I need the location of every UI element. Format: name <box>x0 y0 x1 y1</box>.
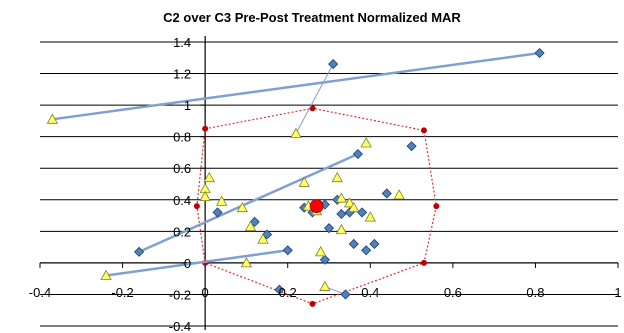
triangle-point <box>343 197 356 208</box>
triangle-point <box>393 189 405 200</box>
diamond-point <box>340 289 351 300</box>
diamond-point <box>336 208 347 220</box>
triangle-point <box>335 192 348 203</box>
triangle-point <box>360 137 372 148</box>
diamond-point <box>262 229 273 240</box>
diamond-point <box>361 245 372 256</box>
diamond-point <box>356 207 368 218</box>
diamond-point <box>249 216 260 227</box>
triangle-point <box>290 127 302 138</box>
data-points <box>46 47 545 300</box>
triangle-point <box>236 201 248 213</box>
hull-vertex <box>420 259 427 266</box>
diamond-point <box>274 284 285 295</box>
x-tick-label: -0.2 <box>111 285 133 300</box>
x-tick-label: -0.4 <box>29 285 51 300</box>
triangle-point <box>331 171 343 183</box>
triangle-point <box>46 113 59 124</box>
hull-vertex <box>420 127 427 134</box>
diamond-point <box>328 59 339 70</box>
centroid-point <box>309 199 324 213</box>
gridlines <box>40 41 618 327</box>
diamond-point <box>348 238 359 250</box>
connector-line <box>295 63 334 134</box>
diamond-point <box>134 246 145 257</box>
triangle-point <box>244 220 257 232</box>
diamond-point <box>319 254 330 265</box>
triangle-point <box>100 269 112 280</box>
chart-title: C2 over C3 Pre-Post Treatment Normalized… <box>163 10 461 25</box>
y-tick-label: -0.2 <box>169 287 191 302</box>
diamond-point <box>381 188 392 199</box>
hull-vertex <box>309 300 316 307</box>
diamond-point <box>212 207 223 218</box>
connector-line <box>138 152 359 253</box>
connector-line <box>52 51 540 121</box>
x-tick-label: 0.2 <box>279 285 297 300</box>
diamond-point <box>352 148 363 160</box>
y-tick-label: 1.4 <box>173 35 191 50</box>
x-tick-label: 0.4 <box>361 285 379 300</box>
x-tick-label: 0.6 <box>444 285 462 300</box>
triangle-point <box>203 171 215 183</box>
triangle-point <box>215 195 228 206</box>
y-tick-label: -0.4 <box>169 319 191 333</box>
triangle-point <box>240 257 253 268</box>
hull-vertex <box>202 125 209 132</box>
triangle-point <box>199 190 211 202</box>
y-tick-label: 0.8 <box>173 130 191 145</box>
triangle-point <box>257 233 269 244</box>
triangle-point <box>319 280 331 291</box>
diamond-point <box>406 141 417 152</box>
y-tick-label: 0.2 <box>173 224 191 239</box>
axes <box>39 36 619 330</box>
hull-vertex <box>193 203 200 210</box>
y-tick-label: 1.2 <box>173 67 191 82</box>
triangle-point <box>335 223 348 235</box>
triangle-point <box>364 211 376 222</box>
diamond-point <box>369 238 380 250</box>
x-tick-label: 0 <box>202 285 209 300</box>
triangle-point <box>315 246 327 257</box>
y-tick-label: 0.4 <box>173 193 191 208</box>
connector-line <box>105 249 288 277</box>
tick-labels: -0.4 -0.2 0 0.2 0.4 0.6 0.8 1 1.2 1.4 -0.4 -0.2 0 0.2… <box>29 35 622 333</box>
y-tick-label: 0 <box>184 256 191 271</box>
diamond-point <box>534 47 545 59</box>
connector-lines <box>52 51 540 295</box>
x-tick-label: 1 <box>614 285 621 300</box>
triangle-point <box>348 201 360 213</box>
y-tick-label: 0.6 <box>173 161 191 176</box>
triangle-point <box>298 176 310 187</box>
y-tick-label: 1 <box>184 98 191 113</box>
diamond-point <box>323 223 335 234</box>
diamond-point <box>282 245 293 256</box>
x-tick-label: 0.8 <box>526 285 544 300</box>
hull-vertex <box>309 105 316 112</box>
hull-vertex <box>433 203 440 210</box>
